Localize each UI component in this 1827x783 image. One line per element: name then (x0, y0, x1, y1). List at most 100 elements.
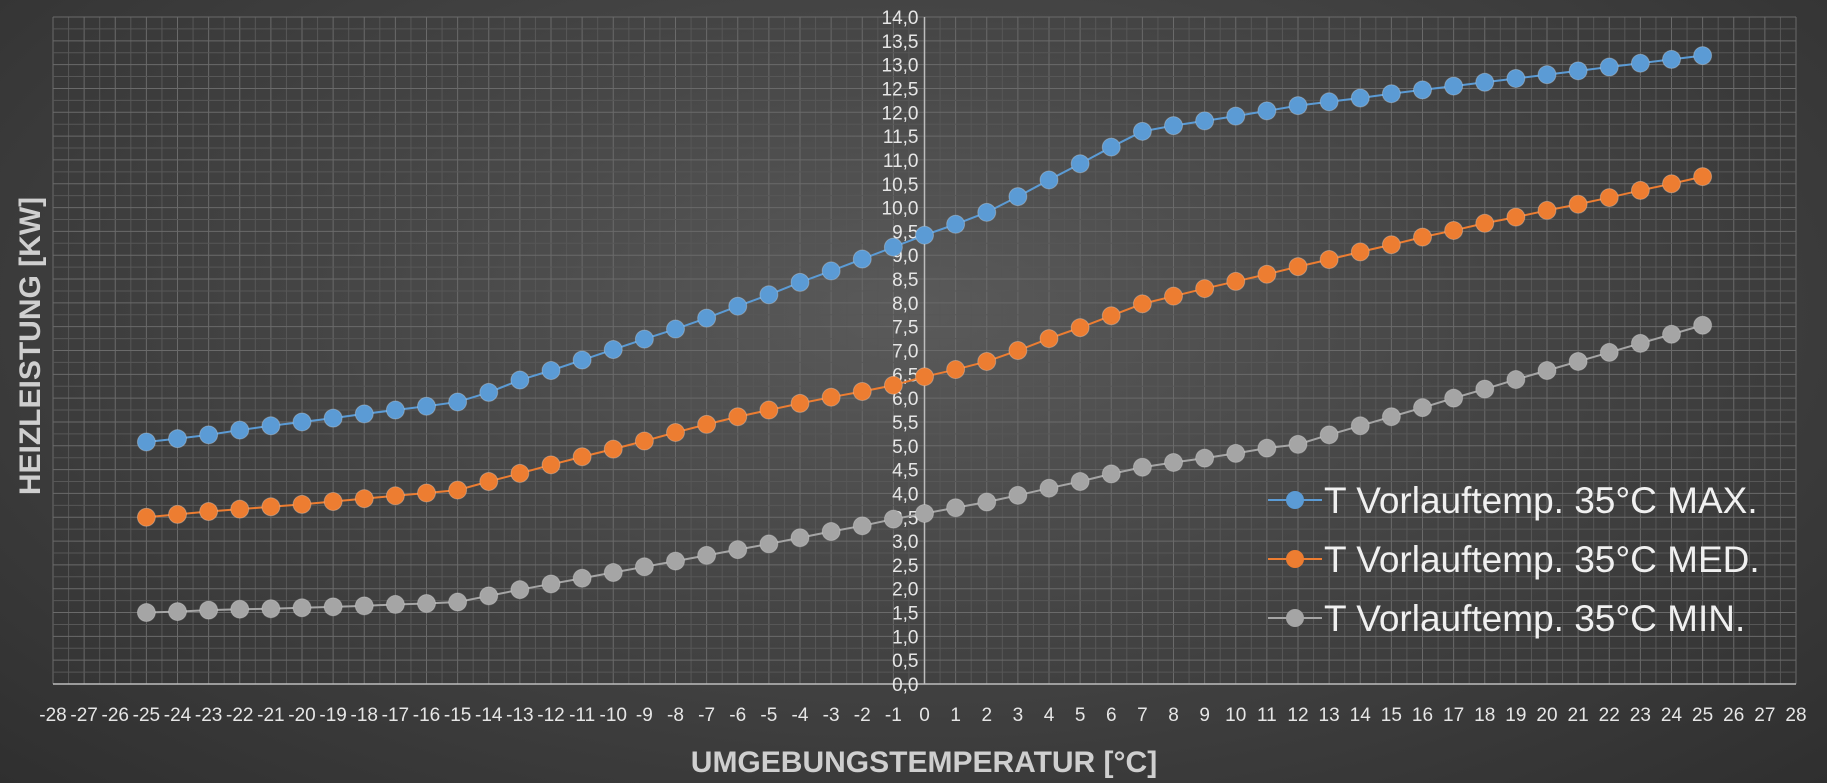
data-point (1599, 57, 1619, 77)
data-point (697, 308, 717, 328)
y-tick-label: 11,5 (883, 127, 919, 148)
data-point (199, 425, 219, 445)
data-point (1537, 200, 1557, 220)
data-point (603, 563, 623, 583)
y-tick-label: 12,5 (882, 79, 919, 100)
data-point (1568, 194, 1588, 214)
data-point (759, 534, 779, 554)
x-tick-label: 6 (1106, 705, 1117, 726)
data-point (385, 594, 405, 614)
data-point (821, 522, 841, 542)
series-1 (136, 46, 1713, 452)
data-point (230, 499, 250, 519)
data-point (1599, 188, 1619, 208)
x-tick-label: 28 (1785, 705, 1806, 726)
data-point (1444, 220, 1464, 240)
data-point (728, 407, 748, 427)
legend-label: T Vorlauftemp. 35°C MIN. (1324, 598, 1745, 639)
data-point (603, 340, 623, 360)
data-point (168, 429, 187, 449)
data-point (883, 509, 903, 529)
data-point (790, 272, 810, 292)
y-tick-label: 5,5 (892, 413, 918, 434)
x-tick-label: -21 (257, 705, 284, 726)
x-tick-label: -20 (288, 705, 315, 726)
data-point (1319, 250, 1339, 270)
data-point (1381, 84, 1401, 104)
data-point (1693, 46, 1713, 66)
data-point (1101, 464, 1121, 484)
data-point (1662, 49, 1681, 69)
y-tick-label: 14,0 (882, 8, 919, 29)
data-point (1008, 341, 1028, 360)
data-point (448, 592, 468, 612)
data-point (292, 412, 312, 432)
x-tick-label: -1 (885, 705, 902, 726)
data-point (1288, 434, 1308, 454)
y-tick-label: 7,0 (892, 342, 918, 363)
data-point (1101, 137, 1121, 157)
x-tick-label: 0 (919, 705, 930, 726)
x-tick-label: -10 (600, 705, 627, 726)
data-point (448, 480, 468, 500)
x-tick-label: 14 (1350, 705, 1372, 726)
data-point (1350, 88, 1370, 108)
series-group (136, 46, 1713, 623)
data-point (1662, 174, 1681, 194)
x-tick-label: -25 (133, 705, 160, 726)
data-point (1537, 65, 1557, 85)
data-point (323, 597, 343, 617)
x-tick-label: 7 (1137, 705, 1148, 726)
x-tick-label: 10 (1225, 705, 1246, 726)
data-point (821, 387, 841, 407)
data-point (1319, 425, 1339, 445)
x-tick-label: 21 (1568, 705, 1589, 726)
x-tick-label: -17 (382, 705, 409, 726)
y-tick-label: 10,5 (882, 175, 919, 196)
x-tick-label: 15 (1381, 705, 1402, 726)
data-point (1475, 379, 1495, 399)
data-point (1070, 154, 1090, 174)
data-point (883, 237, 903, 257)
x-tick-label: 26 (1723, 705, 1744, 726)
data-point (385, 400, 405, 420)
data-point (541, 361, 561, 381)
data-point (1164, 452, 1183, 472)
data-point (1132, 121, 1152, 141)
data-point (977, 202, 997, 222)
legend-marker (1286, 609, 1304, 627)
x-tick-label: -4 (792, 705, 809, 726)
data-point (261, 497, 281, 517)
data-point (915, 367, 934, 387)
data-point (1630, 53, 1650, 73)
x-tick-label: 19 (1505, 705, 1526, 726)
data-point (510, 580, 530, 600)
y-tick-label: 8,0 (892, 294, 918, 315)
data-point (915, 503, 934, 523)
data-point (1568, 351, 1588, 371)
data-point (323, 408, 343, 428)
data-point (136, 507, 156, 527)
data-point (852, 249, 872, 269)
x-tick-label: -27 (70, 705, 97, 726)
data-point (790, 393, 810, 413)
x-tick-label: -18 (351, 705, 378, 726)
data-point (417, 483, 436, 503)
data-point (666, 551, 685, 571)
data-point (728, 296, 748, 316)
x-tick-label: 12 (1287, 705, 1308, 726)
data-point (1444, 388, 1464, 408)
legend-label: T Vorlauftemp. 35°C MAX. (1324, 480, 1758, 521)
data-point (666, 319, 685, 339)
data-point (417, 396, 436, 416)
data-point (541, 455, 561, 475)
x-tick-label: -8 (667, 705, 684, 726)
y-tick-label: 6,0 (892, 389, 918, 410)
data-point (1475, 72, 1495, 92)
data-point (261, 599, 281, 619)
data-point (479, 382, 499, 402)
x-tick-label: -5 (760, 705, 777, 726)
axes (53, 17, 1796, 685)
y-tick-label: 8,5 (892, 270, 918, 291)
data-point (1506, 370, 1526, 390)
